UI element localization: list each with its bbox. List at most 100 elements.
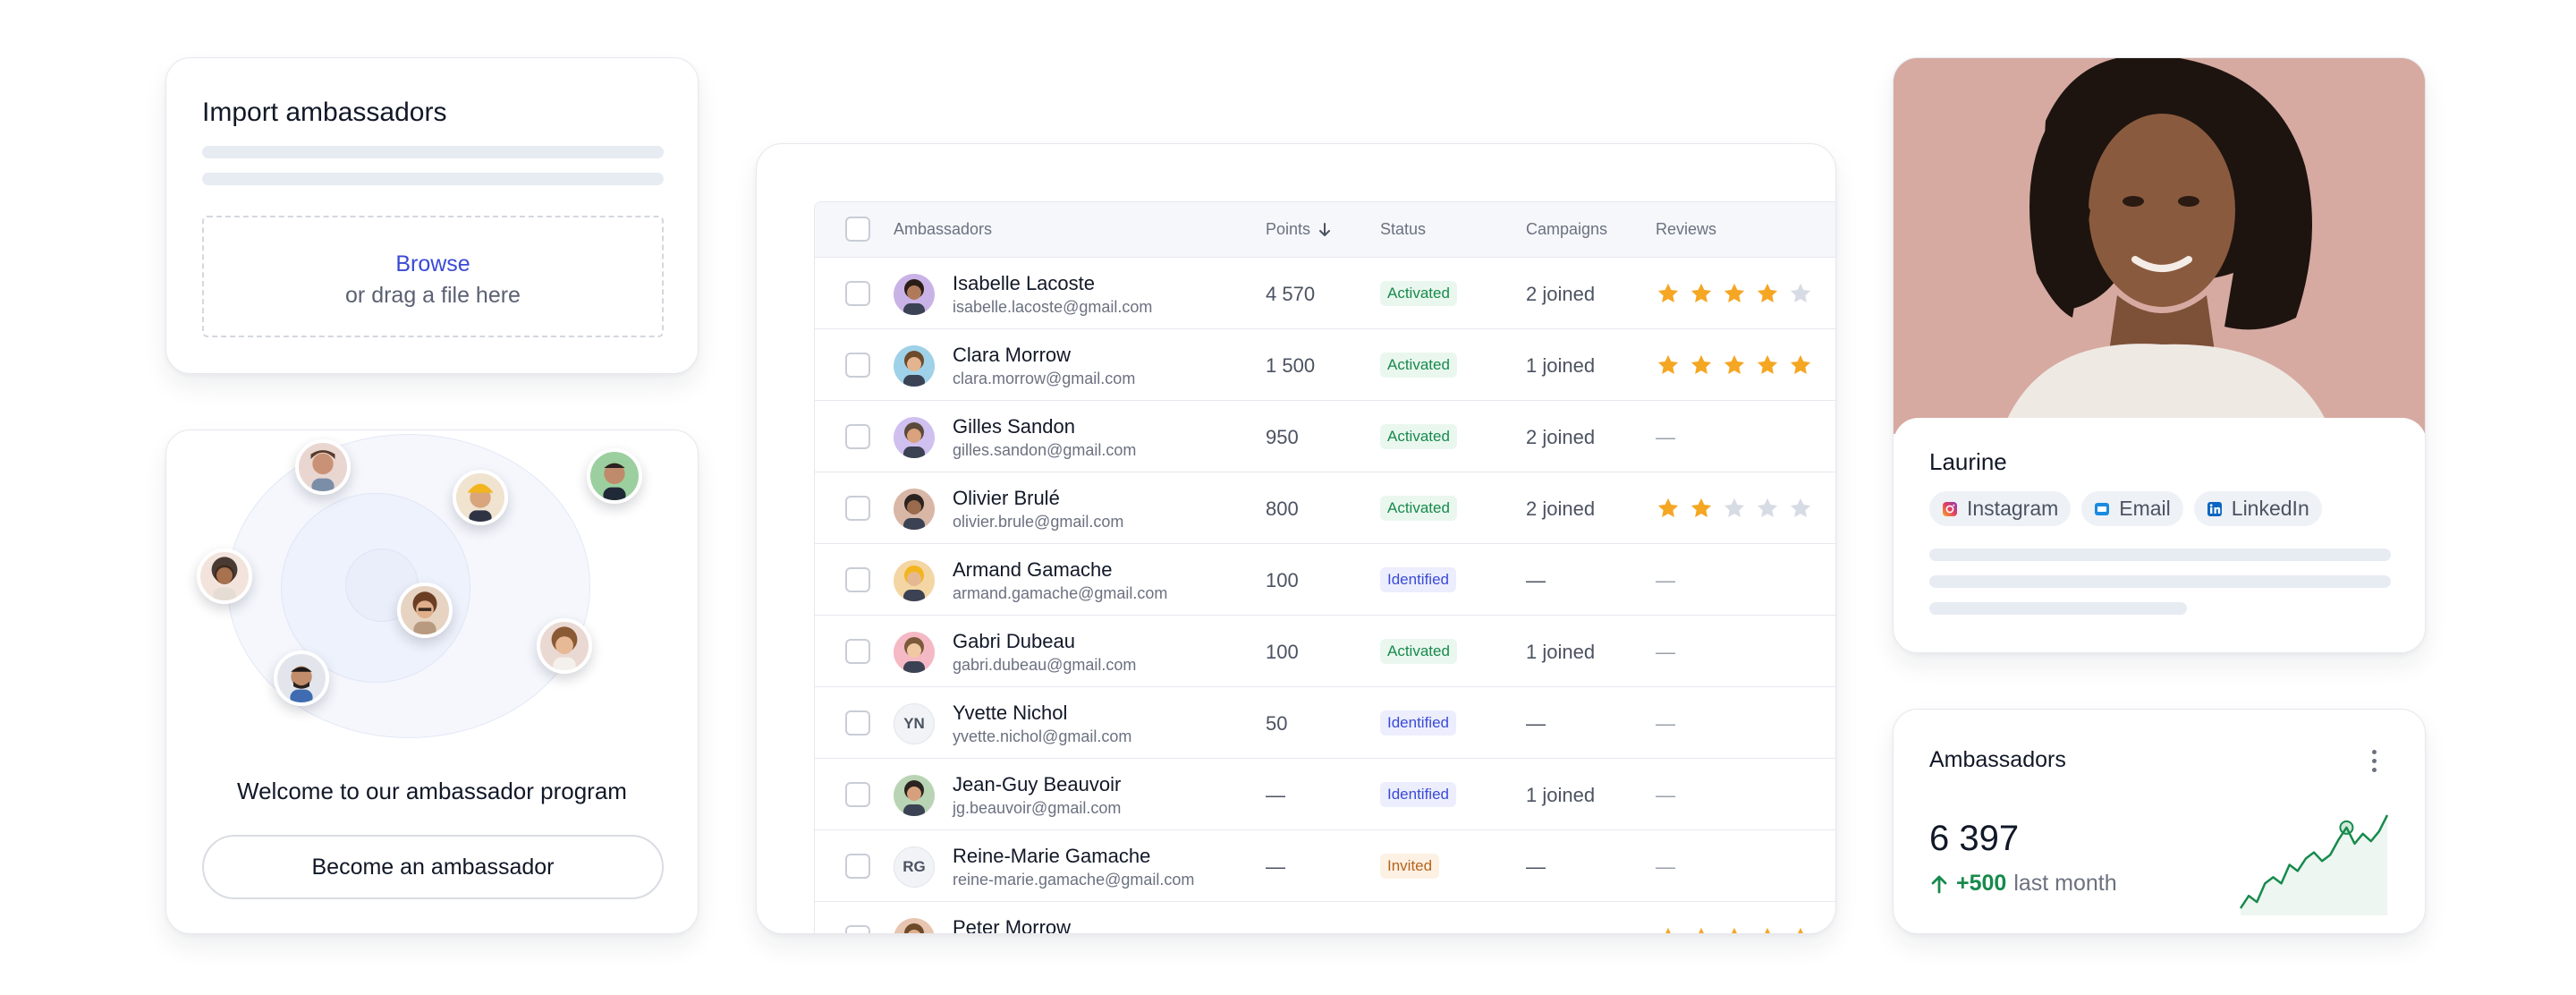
reviews-empty: —: [1656, 569, 1675, 591]
ambassador-email: armand.gamache@gmail.com: [953, 584, 1168, 602]
avatar-initials: RG: [894, 846, 935, 888]
reviews-empty: —: [1656, 426, 1675, 448]
status-badge: Activated: [1380, 353, 1457, 378]
arrow-up-icon: [1931, 875, 1947, 893]
status-badge: Invited: [1380, 854, 1440, 879]
header-points[interactable]: Points: [1266, 220, 1332, 239]
ambassador-name[interactable]: Peter Morrow: [953, 916, 1072, 934]
star-icon: [1757, 283, 1778, 303]
ambassador-email: yvette.nichol@gmail.com: [953, 727, 1132, 745]
ambassador-name[interactable]: Armand Gamache: [953, 558, 1113, 581]
star-icon: [1724, 354, 1745, 375]
stats-title: Ambassadors: [1929, 747, 2066, 772]
sparkline-chart: [2239, 814, 2389, 915]
campaigns-value: 1 joined: [1526, 354, 1596, 377]
select-all-checkbox[interactable]: [845, 217, 870, 242]
header-campaigns: Campaigns: [1526, 220, 1608, 238]
row-checkbox[interactable]: [845, 710, 870, 736]
drag-hint: or drag a file here: [345, 283, 521, 308]
profile-info: Laurine Instagram Email LinkedIn: [1894, 418, 2425, 652]
ambassador-name[interactable]: Jean-Guy Beauvoir: [953, 773, 1122, 795]
campaigns-value: 2 joined: [1526, 283, 1596, 305]
ambassador-name[interactable]: Isabelle Lacoste: [953, 272, 1095, 294]
instagram-label: Instagram: [1967, 497, 2059, 520]
welcome-card: Welcome to our ambassador program Become…: [165, 429, 699, 934]
instagram-link[interactable]: Instagram: [1929, 491, 2072, 526]
skeleton-line: [202, 146, 664, 158]
points-value: 950: [1266, 426, 1299, 448]
header-ambassadors: Ambassadors: [894, 220, 993, 238]
ambassador-avatar: [587, 448, 642, 504]
growth-value: +500: [1956, 871, 2007, 896]
become-ambassador-button[interactable]: Become an ambassador: [202, 835, 664, 899]
review-stars: [1656, 496, 1813, 521]
profile-photo: [1894, 58, 2425, 434]
ambassador-name[interactable]: Olivier Brulé: [953, 487, 1060, 509]
star-icon: [1757, 498, 1778, 518]
table-row[interactable]: Isabelle Lacoste isabelle.lacoste@gmail.c…: [815, 258, 1835, 329]
row-checkbox[interactable]: [845, 854, 870, 879]
table-row[interactable]: Armand Gamache armand.gamache@gmail.com 10…: [815, 544, 1835, 616]
star-icon: [1798, 927, 1803, 933]
ambassadors-table: Ambassadors Points Status Campaigns Revi…: [814, 201, 1835, 934]
avatar: [894, 560, 935, 601]
table-row[interactable]: Jean-Guy Beauvoir jg.beauvoir@gmail.com — I…: [815, 759, 1835, 830]
ambassadors-table-card: Ambassadors Points Status Campaigns Revi…: [756, 143, 1836, 934]
star-icon: [1724, 283, 1745, 303]
ambassador-name[interactable]: Reine-Marie Gamache: [953, 845, 1151, 867]
arrow-down-icon: [1319, 222, 1331, 236]
ambassador-email: jg.beauvoir@gmail.com: [953, 799, 1122, 817]
star-icon: [1724, 498, 1745, 518]
ambassador-name[interactable]: Gabri Dubeau: [953, 630, 1075, 652]
email-icon: [2095, 502, 2110, 515]
table-row[interactable]: YN Yvette Nichol yvette.nichol@gmail.com 50…: [815, 687, 1835, 759]
star-icon: [1732, 927, 1737, 933]
ambassador-name[interactable]: Clara Morrow: [953, 344, 1072, 366]
header-status: Status: [1380, 220, 1427, 238]
row-checkbox[interactable]: [845, 496, 870, 521]
ambassador-name[interactable]: Gilles Sandon: [953, 415, 1075, 438]
star-icon: [1657, 498, 1679, 518]
kebab-menu-icon[interactable]: [2365, 747, 2383, 776]
row-checkbox[interactable]: [845, 639, 870, 664]
campaigns-value: —: [1526, 569, 1546, 591]
ambassador-email: isabelle.lacoste@gmail.com: [953, 298, 1153, 316]
ambassador-email: clara.morrow@gmail.com: [953, 370, 1136, 387]
ambassador-avatar: [537, 618, 592, 674]
linkedin-link[interactable]: LinkedIn: [2193, 491, 2322, 526]
row-checkbox[interactable]: [845, 424, 870, 449]
star-icon: [1690, 354, 1712, 375]
file-dropzone[interactable]: Browse or drag a file here: [202, 216, 664, 337]
row-checkbox[interactable]: [845, 567, 870, 592]
reviews-empty: —: [1656, 784, 1675, 806]
row-checkbox[interactable]: [845, 281, 870, 306]
ambassador-email: gabri.dubeau@gmail.com: [953, 656, 1137, 674]
status-badge: Activated: [1380, 496, 1457, 521]
avatar: [894, 345, 935, 387]
table-row[interactable]: Gabri Dubeau gabri.dubeau@gmail.com 100 Act…: [815, 616, 1835, 687]
email-link[interactable]: Email: [2081, 491, 2183, 526]
row-checkbox[interactable]: [845, 925, 870, 933]
avatar: [894, 489, 935, 530]
ambassador-name[interactable]: Yvette Nichol: [953, 702, 1068, 724]
table-row[interactable]: Gilles Sandon gilles.sandon@gmail.com 950 A…: [815, 401, 1835, 472]
skeleton-line: [1929, 602, 2187, 615]
ambassador-avatar: [453, 470, 508, 525]
welcome-text: Welcome to our ambassador program: [237, 778, 627, 804]
table-header: Ambassadors Points Status Campaigns Revi…: [815, 202, 1835, 258]
status-badge: Identified: [1380, 567, 1456, 592]
row-checkbox[interactable]: [845, 353, 870, 378]
ambassador-avatar: [295, 439, 351, 495]
campaigns-value: 2 joined: [1526, 498, 1596, 520]
table-row[interactable]: Clara Morrow clara.morrow@gmail.com 1 500 A…: [815, 329, 1835, 401]
skeleton-line: [1929, 549, 2391, 561]
ambassador-avatar: [197, 549, 252, 604]
profile-name: Laurine: [1929, 448, 2007, 475]
row-checkbox[interactable]: [845, 782, 870, 807]
review-stars: [1656, 353, 1813, 378]
table-row[interactable]: Olivier Brulé olivier.brule@gmail.com 800 A…: [815, 472, 1835, 544]
browse-link[interactable]: Browse: [395, 251, 470, 276]
table-row[interactable]: RG Reine-Marie Gamache reine-marie.gamache…: [815, 830, 1835, 902]
table-row[interactable]: Peter Morrow: [815, 902, 1835, 934]
points-value: 50: [1266, 712, 1288, 735]
